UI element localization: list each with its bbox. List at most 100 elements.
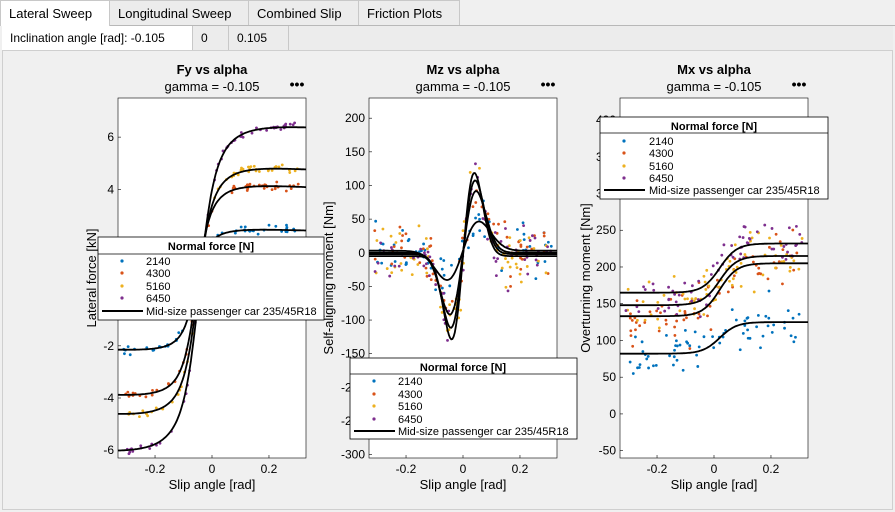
legend[interactable]: Normal force [N] 2140 4300 5160 6450 Mid… (599, 116, 829, 200)
legend-entry: 5160 (398, 401, 422, 413)
data-point-5160 (703, 280, 707, 284)
data-point-2140 (675, 358, 679, 362)
model-curve-4300 (118, 185, 306, 396)
data-point-5160 (417, 224, 421, 228)
data-point-6450 (523, 258, 527, 262)
data-point-4300 (757, 272, 761, 275)
data-point-4300 (430, 259, 434, 263)
data-point-4300 (664, 322, 668, 326)
tab-longitudinal-sweep[interactable]: Longitudinal Sweep (110, 0, 249, 25)
data-point-5160 (410, 273, 414, 277)
data-point-5160 (735, 265, 739, 269)
data-point-5160 (705, 268, 709, 272)
data-point-4300 (726, 290, 730, 294)
legend[interactable]: Normal force [N] 2140 4300 5160 6450 Mid… (349, 357, 578, 440)
data-point-2140 (665, 333, 668, 337)
legend-marker-5160 (622, 164, 626, 168)
data-point-4300 (296, 182, 300, 186)
data-point-2140 (702, 335, 706, 339)
data-point-2140 (755, 325, 759, 329)
data-point-4300 (673, 334, 677, 337)
y-tick-label: 0 (609, 407, 616, 421)
model-curve-6450 (118, 126, 306, 452)
more-options-icon[interactable]: ••• (541, 76, 556, 92)
data-point-2140 (718, 341, 722, 345)
tab-lateral-sweep[interactable]: Lateral Sweep (0, 0, 110, 26)
data-point-6450 (148, 447, 152, 450)
data-point-2140 (712, 346, 716, 350)
data-point-5160 (692, 299, 696, 303)
data-point-2140 (674, 344, 677, 348)
data-point-4300 (131, 391, 135, 395)
data-point-4300 (629, 312, 632, 316)
data-point-2140 (381, 242, 385, 246)
data-point-5160 (678, 309, 682, 313)
data-point-5160 (782, 259, 786, 263)
data-point-6450 (546, 245, 549, 249)
data-point-2140 (516, 228, 519, 231)
chart-title: Mz vs alpha (427, 62, 501, 77)
data-point-6450 (667, 285, 670, 289)
data-point-4300 (657, 329, 661, 333)
data-point-5160 (468, 170, 472, 174)
data-point-5160 (656, 317, 660, 321)
chart-subtitle: gamma = -0.105 (666, 79, 761, 94)
data-point-6450 (711, 264, 715, 268)
data-point-6450 (528, 239, 532, 242)
data-point-2140 (285, 226, 289, 229)
data-point-2140 (743, 319, 747, 323)
data-point-2140 (474, 216, 477, 220)
data-point-6450 (250, 131, 254, 135)
chart-title: Fy vs alpha (177, 62, 249, 77)
data-point-4300 (706, 314, 709, 318)
data-point-6450 (795, 225, 798, 228)
data-point-6450 (722, 243, 726, 247)
data-point-6450 (637, 310, 641, 314)
data-point-5160 (527, 236, 531, 240)
data-point-5160 (439, 305, 442, 309)
legend-entry: 4300 (649, 148, 673, 160)
data-point-4300 (421, 247, 425, 251)
legend-title: Normal force [N] (420, 362, 507, 374)
y-tick-label: 100 (345, 178, 365, 192)
tab-friction-plots[interactable]: Friction Plots (359, 0, 460, 25)
data-point-4300 (431, 272, 435, 276)
data-point-6450 (739, 252, 743, 256)
data-point-6450 (533, 236, 537, 240)
data-point-2140 (285, 223, 288, 227)
more-options-icon[interactable]: ••• (290, 76, 305, 92)
data-point-5160 (739, 261, 743, 265)
data-point-5160 (440, 311, 444, 314)
data-point-4300 (151, 389, 154, 392)
data-point-4300 (401, 234, 404, 237)
data-point-5160 (643, 318, 647, 322)
data-point-5160 (504, 257, 507, 260)
data-point-5160 (728, 279, 731, 283)
legend-marker-4300 (622, 151, 626, 155)
tab-inclination-neg[interactable]: Inclination angle [rad]: -0.105 (2, 26, 193, 51)
data-point-5160 (519, 280, 523, 284)
data-point-6450 (651, 282, 655, 286)
data-point-2140 (471, 234, 475, 238)
data-point-4300 (273, 187, 277, 191)
data-point-6450 (239, 131, 243, 134)
data-point-6450 (434, 283, 438, 286)
x-axis-label: Slip angle [rad] (671, 477, 758, 492)
data-point-6450 (656, 307, 660, 310)
data-point-2140 (674, 339, 678, 343)
x-axis-label: Slip angle [rad] (420, 477, 507, 492)
tab-inclination-zero[interactable]: 0 (193, 26, 229, 50)
legend[interactable]: Normal force [N] 2140 4300 5160 6450 Mid… (97, 236, 325, 321)
ticks: -0.200.2200150100500-50-100-150-200-250-… (341, 111, 529, 476)
more-options-icon[interactable]: ••• (792, 76, 807, 92)
data-point-6450 (390, 246, 393, 249)
x-tick-label: 0.2 (261, 462, 278, 476)
data-point-5160 (239, 168, 243, 172)
legend-entry: 4300 (146, 268, 170, 280)
tab-combined-slip[interactable]: Combined Slip (249, 0, 359, 25)
data-point-6450 (741, 236, 745, 239)
data-point-6450 (279, 128, 283, 131)
tab-inclination-pos[interactable]: 0.105 (229, 26, 289, 50)
data-point-4300 (461, 236, 464, 240)
data-point-5160 (389, 234, 393, 238)
